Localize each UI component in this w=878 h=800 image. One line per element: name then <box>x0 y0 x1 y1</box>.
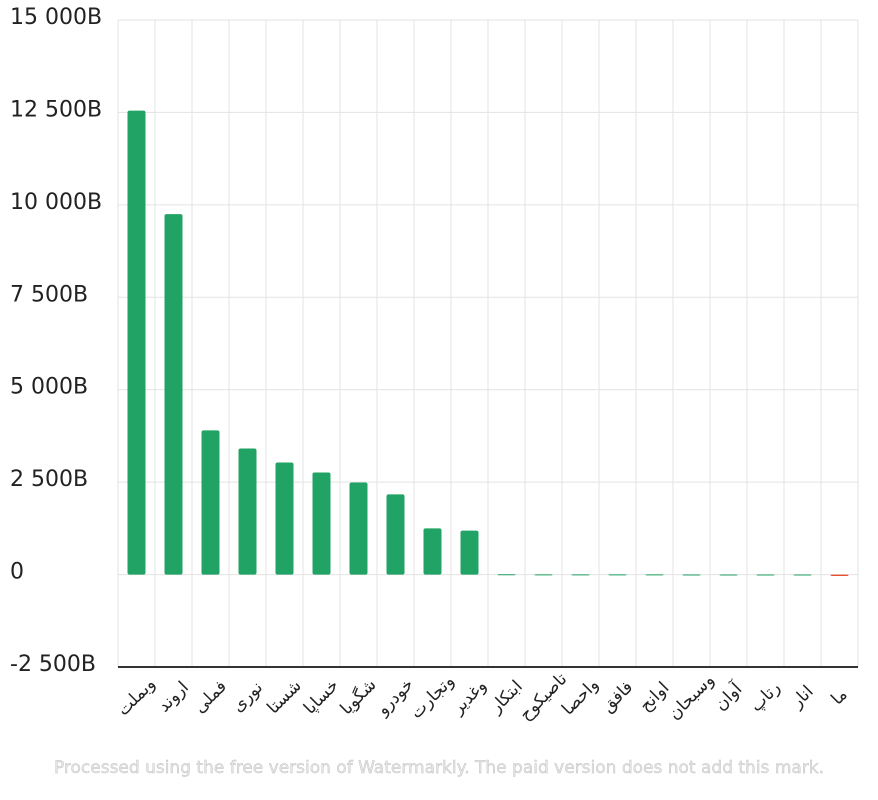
x-tick-label: ما <box>827 685 851 709</box>
y-tick-label: 0 <box>10 560 24 585</box>
watermark: Processed using the free version of Wate… <box>54 758 824 778</box>
bar <box>608 574 627 576</box>
y-tick-label: 7 500B <box>10 282 88 307</box>
bar <box>238 448 257 575</box>
y-tick-label: 2 500B <box>10 467 88 492</box>
bar <box>460 530 479 575</box>
x-tick-label: اروند <box>154 678 193 717</box>
bar <box>423 528 442 575</box>
bar <box>756 574 775 576</box>
y-tick-label: 15 000B <box>10 5 102 30</box>
x-tick-label: وبملت <box>113 674 159 720</box>
bar <box>312 472 331 575</box>
x-tick-label: فملی <box>190 677 231 718</box>
bar <box>275 462 294 575</box>
x-tick-label: انار <box>787 682 818 713</box>
x-tick-label: شگویا <box>336 674 381 719</box>
bar <box>386 494 405 575</box>
x-tick-label: شستا <box>263 676 305 718</box>
x-tick-label: تاصیکوح <box>516 669 572 725</box>
x-tick-label: رتاپ <box>746 678 784 716</box>
bar <box>534 574 553 576</box>
bar <box>201 430 220 575</box>
bar <box>164 214 183 575</box>
bar <box>682 574 701 576</box>
y-tick-label: -2 500B <box>10 652 96 677</box>
bar <box>127 110 146 575</box>
bar <box>719 574 738 576</box>
y-tick-label: 5 000B <box>10 375 88 400</box>
bar <box>645 574 664 576</box>
bar <box>830 574 849 577</box>
y-tick-label: 12 500B <box>10 97 102 122</box>
x-tick-label: وسبحان <box>665 670 719 724</box>
x-tick-label: نوری <box>228 678 267 717</box>
y-tick-label: 10 000B <box>10 190 102 215</box>
x-tick-label: وتجارت <box>407 671 459 723</box>
bar <box>497 574 516 576</box>
bar <box>571 574 590 576</box>
bar <box>349 482 368 575</box>
bar <box>793 574 812 576</box>
x-tick-label: فافق <box>598 677 637 716</box>
x-tick-label: خساپا <box>300 676 343 719</box>
